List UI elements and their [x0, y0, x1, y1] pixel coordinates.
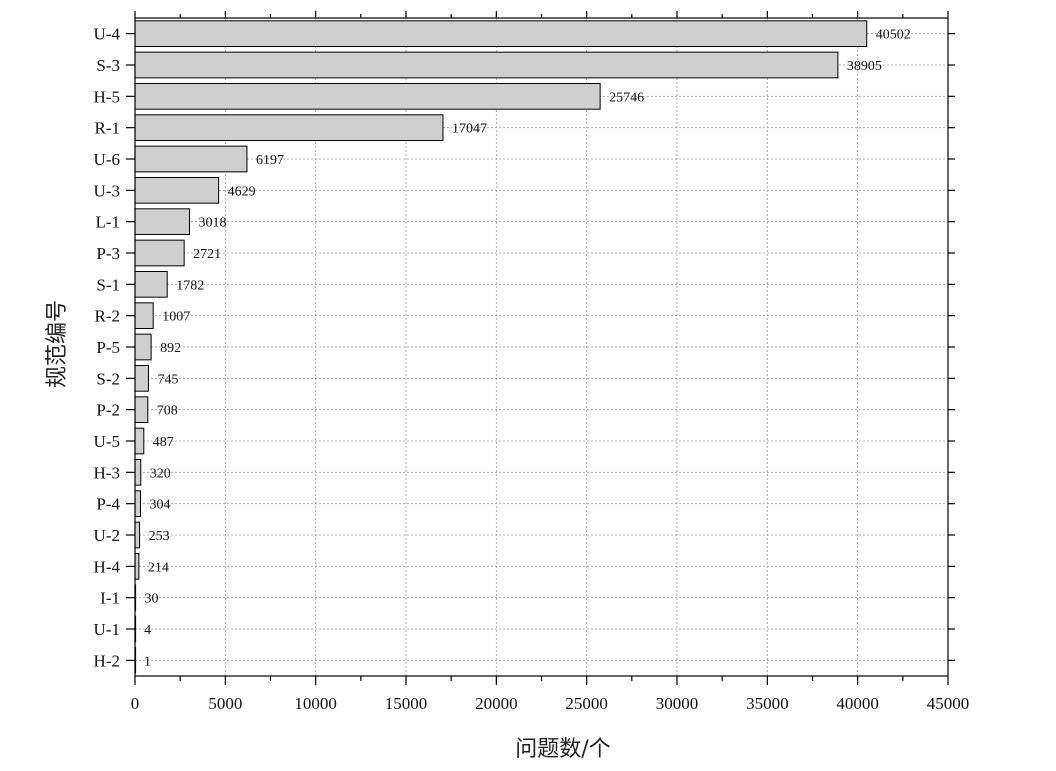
bar-U-3 — [134, 176, 220, 204]
value-label-U-1: 4 — [144, 623, 151, 638]
x-tick-label: 30000 — [656, 694, 699, 713]
y-tick-label-S-2: S-2 — [96, 369, 120, 388]
bar-U-5 — [134, 427, 145, 455]
x-tick-label: 45000 — [927, 694, 970, 713]
value-label-S-2: 745 — [157, 372, 178, 387]
y-tick-label-H-3: H-3 — [94, 463, 120, 482]
bar-H-5 — [134, 82, 601, 110]
bar-P-2 — [134, 396, 149, 424]
x-tick-label: 20000 — [475, 694, 518, 713]
value-label-U-3: 4629 — [228, 184, 256, 199]
value-label-P-4: 304 — [149, 498, 170, 513]
bar-L-1 — [134, 208, 191, 236]
value-label-P-3: 2721 — [193, 247, 221, 262]
y-tick-label-R-1: R-1 — [95, 119, 121, 138]
value-label-I-1: 30 — [145, 592, 159, 607]
value-label-U-4: 40502 — [876, 28, 911, 43]
y-tick-label-H-4: H-4 — [94, 557, 121, 576]
value-label-S-3: 38905 — [847, 59, 882, 74]
value-label-P-2: 708 — [157, 404, 178, 419]
value-label-S-1: 1782 — [176, 278, 204, 293]
bar-R-1 — [134, 114, 444, 142]
x-tick-label: 35000 — [746, 694, 789, 713]
x-tick-label: 5000 — [208, 694, 242, 713]
bar-U-2 — [134, 521, 141, 549]
x-tick-label: 25000 — [565, 694, 608, 713]
value-label-P-5: 892 — [160, 341, 181, 356]
y-tick-label-L-1: L-1 — [95, 213, 120, 232]
bar-P-5 — [134, 333, 152, 361]
bar-S-1 — [134, 270, 168, 298]
bar-S-2 — [134, 364, 149, 392]
value-label-U-6: 6197 — [256, 153, 284, 168]
y-tick-label-U-6: U-6 — [94, 150, 120, 169]
value-label-L-1: 3018 — [199, 216, 227, 231]
x-axis-title: 问题数/个 — [515, 737, 610, 762]
y-tick-label-U-1: U-1 — [94, 620, 120, 639]
y-tick-label-S-3: S-3 — [96, 56, 120, 75]
value-label-U-2: 253 — [149, 529, 170, 544]
y-tick-label-H-5: H-5 — [94, 87, 120, 106]
y-tick-label-R-2: R-2 — [95, 307, 121, 326]
y-tick-label-U-5: U-5 — [94, 432, 120, 451]
bar-U-4 — [134, 20, 868, 48]
x-tick-label: 0 — [131, 694, 140, 713]
label-layer: 40502 38905 25746 17047 6197 4629 3018 2721 1782… — [94, 25, 970, 713]
y-tick-label-S-1: S-1 — [96, 275, 120, 294]
value-label-U-5: 487 — [153, 435, 174, 450]
y-tick-label-P-2: P-2 — [96, 401, 120, 420]
bar-P-3 — [134, 239, 185, 267]
y-axis-title: 规范编号 — [45, 300, 70, 388]
bar-R-2 — [134, 302, 154, 330]
bar-H-3 — [134, 458, 142, 486]
value-label-R-2: 1007 — [162, 310, 190, 325]
bar-U-6 — [134, 145, 248, 173]
y-tick-label-U-4: U-4 — [94, 25, 121, 44]
x-tick-label: 15000 — [385, 694, 428, 713]
y-tick-label-I-1: I-1 — [100, 589, 120, 608]
y-tick-label-P-4: P-4 — [96, 495, 120, 514]
bar-S-3 — [134, 51, 839, 79]
y-tick-label-P-5: P-5 — [96, 338, 120, 357]
y-tick-label-P-3: P-3 — [96, 244, 120, 263]
x-tick-label: 40000 — [836, 694, 879, 713]
value-label-R-1: 17047 — [452, 122, 487, 137]
axis-layer — [126, 11, 955, 685]
value-label-H-2: 1 — [144, 654, 151, 669]
value-label-H-5: 25746 — [609, 90, 644, 105]
bar-layer — [134, 20, 868, 674]
bar-P-4 — [134, 490, 141, 518]
grid-layer — [135, 18, 949, 676]
y-tick-label-U-3: U-3 — [94, 181, 120, 200]
value-label-H-3: 320 — [150, 466, 171, 481]
y-tick-label-H-2: H-2 — [94, 651, 120, 670]
x-tick-label: 10000 — [294, 694, 337, 713]
value-label-H-4: 214 — [148, 560, 169, 575]
y-tick-label-U-2: U-2 — [94, 526, 120, 545]
